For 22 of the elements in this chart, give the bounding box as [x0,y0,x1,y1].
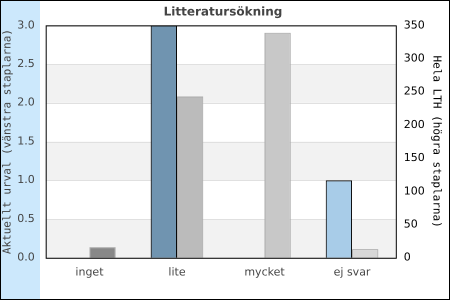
y-tick-label: 3.0 [17,18,35,32]
y2-tick-label: 0 [404,250,411,264]
y-tick-label: 1.0 [17,173,35,186]
x-tick-label: inget [75,265,104,278]
y-tick-label: 2.0 [17,96,35,109]
x-tick-label: mycket [244,265,286,278]
y2-tick-label: 300 [404,51,425,64]
y2-tick-label: 350 [404,18,425,32]
y-tick-label: 0.0 [17,250,35,264]
y2-tick-label: 100 [404,184,425,198]
x-tick-label: ej svar [334,265,371,278]
x-tick-label: lite [168,265,186,278]
y2-tick-label: 200 [404,118,425,131]
y-tick-label: 2.5 [17,56,35,70]
y2-tick-label: 150 [404,151,425,164]
y2-tick-label: 250 [404,84,425,98]
y2-axis-title: Hela LTH (högra staplarna) [430,56,444,228]
y2-tick-label: 50 [404,217,418,230]
y-tick-label: 0.5 [17,212,35,225]
y-axis-title: Aktuellt urval (vänstra staplarna) [0,29,14,254]
y-tick-label: 1.5 [17,134,35,148]
chart-title: Litteratursökning [164,4,282,18]
